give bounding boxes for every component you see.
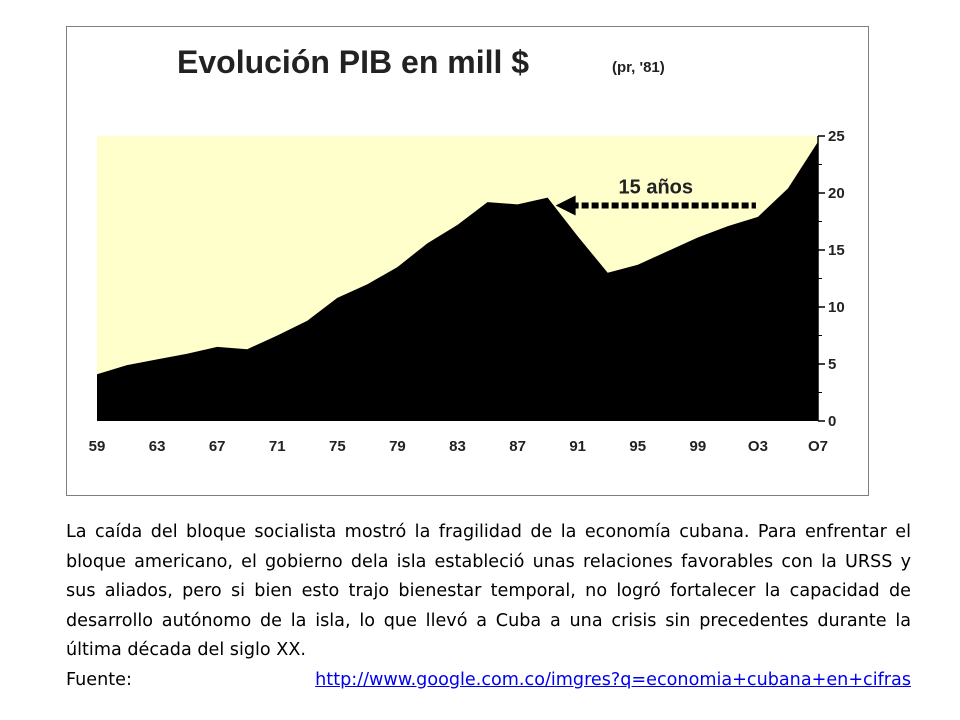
annotation-15-anos: 15 años bbox=[555, 177, 756, 216]
y-tick-label: 10 bbox=[828, 299, 845, 316]
y-axis: 0 5 10 15 20 25 bbox=[818, 128, 845, 430]
x-tick-label: 99 bbox=[689, 438, 706, 455]
caption-text: La caída del bloque socialista mostró la… bbox=[66, 522, 911, 660]
annotation-label: 15 años bbox=[619, 177, 693, 199]
x-tick-label: 75 bbox=[329, 438, 346, 455]
x-tick-label: 63 bbox=[149, 438, 166, 455]
x-tick-label: 87 bbox=[509, 438, 526, 455]
x-tick-label: 79 bbox=[389, 438, 406, 455]
x-tick-label: O3 bbox=[748, 438, 768, 455]
x-tick-label: O7 bbox=[808, 438, 828, 455]
x-tick-label: 67 bbox=[209, 438, 226, 455]
annotation-arrowhead bbox=[555, 195, 576, 216]
gdp-area-chart: 0 5 10 15 20 25 59 63 67 71 75 79 83 87 91 95 99 O3 O7 15… bbox=[89, 128, 845, 455]
y-tick-label: 15 bbox=[828, 242, 845, 259]
x-tick-label: 83 bbox=[449, 438, 466, 455]
x-tick-label: 91 bbox=[569, 438, 586, 455]
y-tick-label: 0 bbox=[828, 413, 836, 430]
x-tick-label: 59 bbox=[89, 438, 106, 455]
y-tick-label: 25 bbox=[828, 128, 845, 145]
gdp-area bbox=[97, 141, 818, 421]
x-tick-label: 71 bbox=[269, 438, 286, 455]
chart-title: Evolución PIB en mill $ bbox=[177, 44, 530, 80]
source-line: Fuente: http://www.google.com.co/imgres?… bbox=[66, 666, 911, 696]
caption: La caída del bloque socialista mostró la… bbox=[66, 518, 911, 695]
y-tick-label: 5 bbox=[828, 356, 836, 373]
chart-subtitle: (pr, '81) bbox=[612, 59, 665, 76]
x-axis: 59 63 67 71 75 79 83 87 91 95 99 O3 O7 bbox=[89, 438, 828, 455]
source-link[interactable]: http://www.google.com.co/imgres?q=econom… bbox=[315, 669, 911, 690]
y-tick-label: 20 bbox=[828, 185, 845, 202]
x-tick-label: 95 bbox=[629, 438, 646, 455]
source-label: Fuente: bbox=[66, 669, 132, 690]
